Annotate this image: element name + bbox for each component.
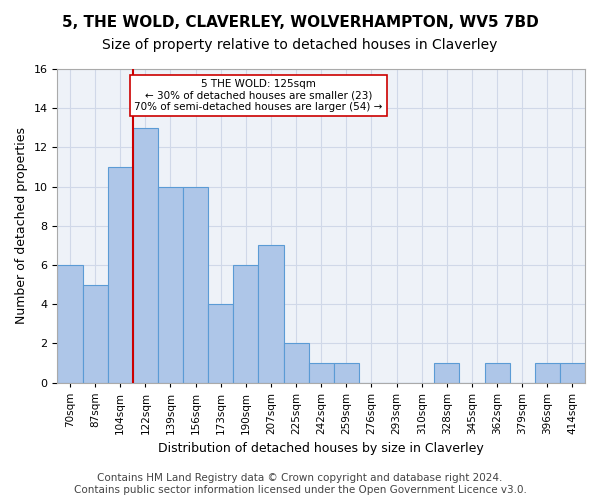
- Bar: [158, 186, 183, 382]
- Bar: [308, 363, 334, 382]
- Bar: [434, 363, 460, 382]
- Bar: [334, 363, 359, 382]
- Bar: [183, 186, 208, 382]
- Bar: [107, 167, 133, 382]
- Bar: [208, 304, 233, 382]
- Bar: [259, 246, 284, 382]
- Text: 5, THE WOLD, CLAVERLEY, WOLVERHAMPTON, WV5 7BD: 5, THE WOLD, CLAVERLEY, WOLVERHAMPTON, W…: [62, 15, 538, 30]
- Bar: [83, 284, 107, 382]
- Y-axis label: Number of detached properties: Number of detached properties: [15, 128, 28, 324]
- Bar: [560, 363, 585, 382]
- Text: 5 THE WOLD: 125sqm
← 30% of detached houses are smaller (23)
70% of semi-detache: 5 THE WOLD: 125sqm ← 30% of detached hou…: [134, 79, 383, 112]
- Text: Contains HM Land Registry data © Crown copyright and database right 2024.
Contai: Contains HM Land Registry data © Crown c…: [74, 474, 526, 495]
- Bar: [485, 363, 509, 382]
- Bar: [133, 128, 158, 382]
- X-axis label: Distribution of detached houses by size in Claverley: Distribution of detached houses by size …: [158, 442, 484, 455]
- Bar: [233, 265, 259, 382]
- Bar: [58, 265, 83, 382]
- Text: Size of property relative to detached houses in Claverley: Size of property relative to detached ho…: [103, 38, 497, 52]
- Bar: [535, 363, 560, 382]
- Bar: [284, 344, 308, 382]
